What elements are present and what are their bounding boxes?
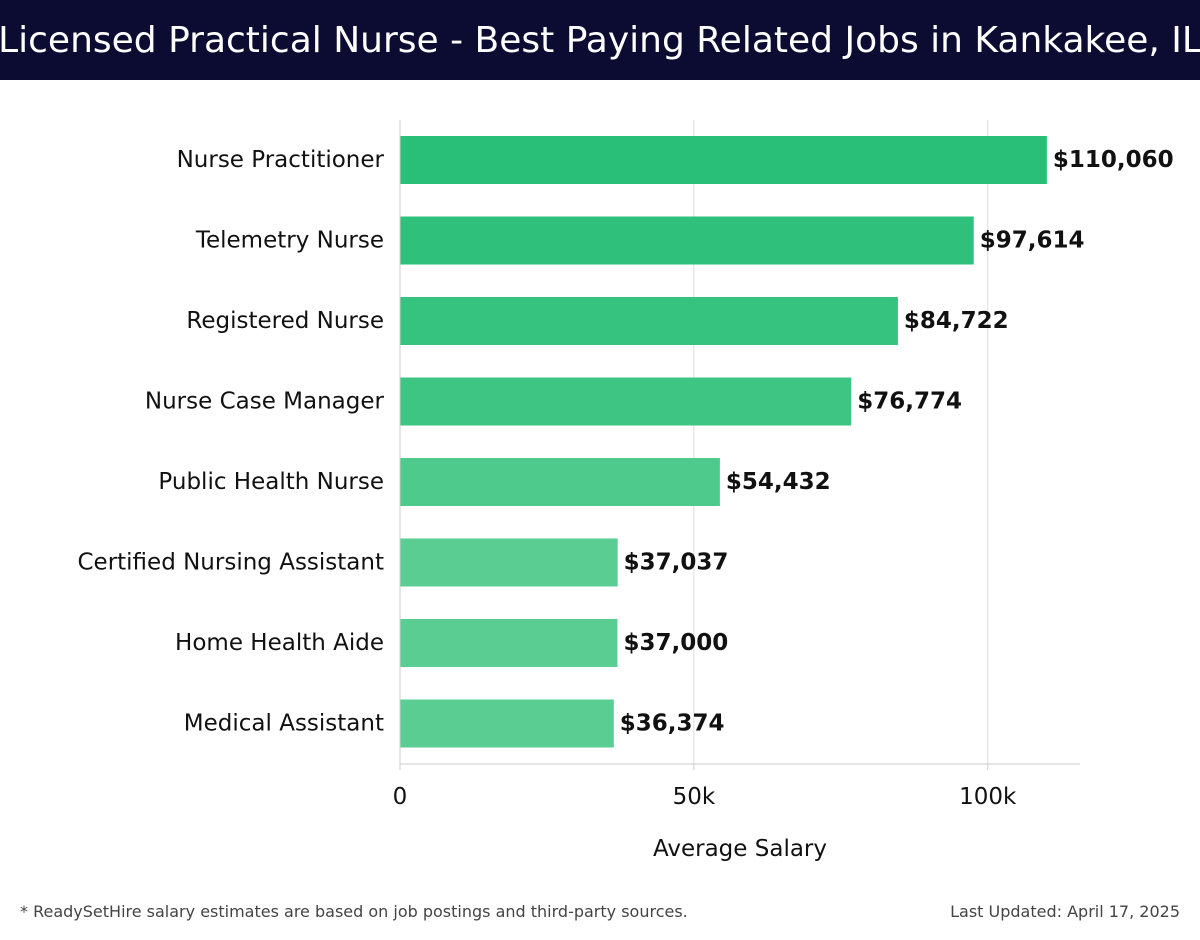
chart-title: Licensed Practical Nurse - Best Paying R… <box>0 19 1200 61</box>
footer-note: * ReadySetHire salary estimates are base… <box>20 902 688 921</box>
value-label-3: $76,774 <box>857 389 962 415</box>
x-tick-label-0: 0 <box>393 784 408 810</box>
category-label-5: Certified Nursing Assistant <box>77 550 384 576</box>
x-axis: 0 50k 100k <box>393 120 1080 810</box>
category-label-6: Home Health Aide <box>175 630 384 656</box>
bar-1 <box>400 216 974 265</box>
bar-2 <box>400 297 898 345</box>
bar-4 <box>400 458 720 506</box>
category-label-3: Nurse Case Manager <box>145 389 385 415</box>
bar-3 <box>400 377 852 426</box>
category-label-4: Public Health Nurse <box>158 469 384 495</box>
bar-6 <box>400 619 618 667</box>
value-label-5: $37,037 <box>624 550 729 576</box>
chart-header: Licensed Practical Nurse - Best Paying R… <box>0 0 1200 80</box>
category-label-7: Medical Assistant <box>184 711 384 737</box>
x-tick-label-1: 50k <box>673 784 716 810</box>
category-label-2: Registered Nurse <box>186 308 384 334</box>
value-labels: $110,060 $97,614 $84,722 $76,774 $54,432 $37,… <box>620 147 1174 737</box>
category-labels: Nurse Practitioner Telemetry Nurse Registe… <box>77 147 384 737</box>
bar-7 <box>400 699 614 748</box>
last-updated: Last Updated: April 17, 2025 <box>950 902 1180 921</box>
category-label-0: Nurse Practitioner <box>177 147 385 173</box>
bars <box>400 136 1047 748</box>
x-tick-label-2: 100k <box>959 784 1017 810</box>
category-label-1: Telemetry Nurse <box>195 228 384 254</box>
value-label-0: $110,060 <box>1053 147 1174 173</box>
value-label-4: $54,432 <box>726 469 831 495</box>
value-label-1: $97,614 <box>980 228 1085 254</box>
value-label-2: $84,722 <box>904 308 1009 334</box>
value-label-7: $36,374 <box>620 711 725 737</box>
value-label-6: $37,000 <box>623 630 728 656</box>
bar-chart: Nurse Practitioner Telemetry Nurse Registe… <box>77 120 1174 862</box>
bar-5 <box>400 538 618 587</box>
bar-0 <box>400 136 1047 184</box>
x-axis-title: Average Salary <box>653 836 827 862</box>
